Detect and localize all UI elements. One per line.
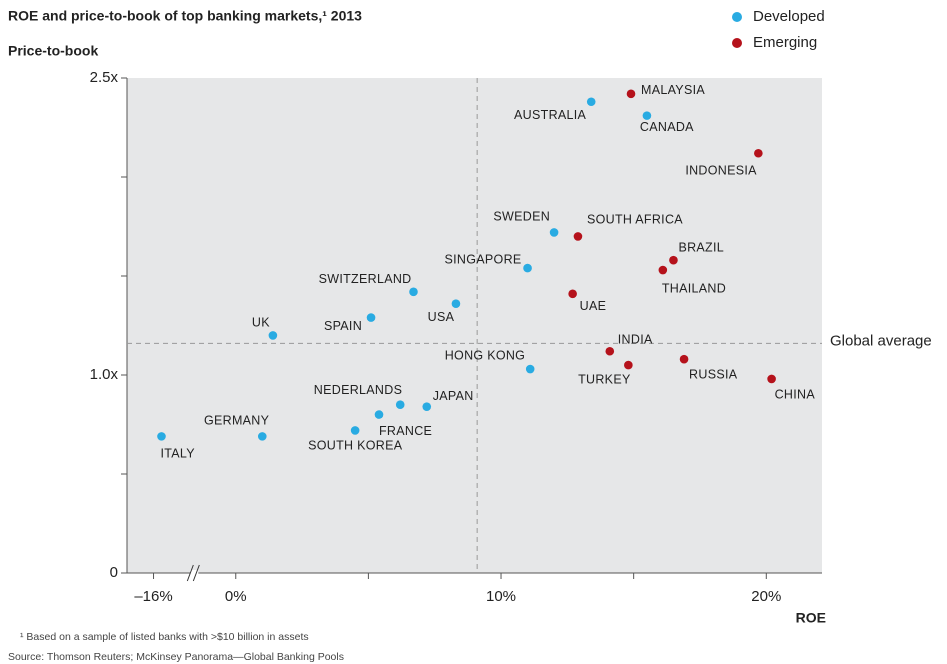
data-point bbox=[366, 313, 376, 322]
data-point bbox=[669, 255, 678, 265]
data-point bbox=[268, 331, 278, 340]
point-label: UAE bbox=[580, 299, 607, 313]
point-label: SOUTH KOREA bbox=[308, 439, 403, 453]
legend-marker bbox=[732, 12, 742, 22]
data-point bbox=[395, 400, 405, 410]
point-label: NEDERLANDS bbox=[314, 383, 402, 397]
point-label: BRAZIL bbox=[678, 240, 724, 254]
point-label: RUSSIA bbox=[689, 367, 738, 381]
point-label: SWEDEN bbox=[493, 210, 550, 224]
y-tick-label: 0 bbox=[110, 564, 118, 581]
point-label: MALAYSIA bbox=[641, 83, 705, 97]
point-label: CANADA bbox=[640, 120, 694, 134]
point-label: INDIA bbox=[618, 333, 653, 347]
global-average-label: Global average bbox=[830, 332, 932, 349]
data-point bbox=[568, 289, 577, 299]
axis-break bbox=[186, 564, 194, 582]
data-point bbox=[549, 228, 559, 237]
point-label: SINGAPORE bbox=[445, 252, 522, 266]
data-point bbox=[523, 263, 532, 273]
data-point bbox=[257, 432, 267, 441]
data-point bbox=[658, 265, 668, 275]
plot-area bbox=[127, 78, 822, 573]
axis-break-gap bbox=[190, 570, 199, 576]
data-point bbox=[422, 402, 432, 411]
point-label: SWITZERLAND bbox=[319, 272, 412, 286]
source: Source: Thomson Reuters; McKinsey Panora… bbox=[8, 651, 344, 663]
point-label: INDONESIA bbox=[685, 164, 757, 178]
data-point bbox=[451, 299, 461, 309]
point-label: USA bbox=[428, 310, 455, 324]
data-point bbox=[626, 89, 636, 99]
data-point bbox=[754, 148, 763, 158]
legend-label: Developed bbox=[753, 8, 825, 25]
x-tick-label: 20% bbox=[751, 588, 781, 605]
legend-label: Emerging bbox=[753, 34, 817, 51]
y-tick-label: 1.0x bbox=[90, 366, 119, 383]
x-tick-label: 10% bbox=[486, 588, 516, 605]
point-label: JAPAN bbox=[433, 389, 474, 403]
point-label: HONG KONG bbox=[445, 348, 525, 362]
x-axis-label: ROE bbox=[796, 610, 826, 626]
point-label: CHINA bbox=[775, 387, 816, 401]
y-tick-label: 2.5x bbox=[90, 69, 119, 86]
data-point bbox=[586, 97, 596, 107]
data-point bbox=[157, 432, 166, 441]
point-label: ITALY bbox=[160, 447, 195, 461]
point-label: TURKEY bbox=[578, 372, 631, 386]
data-point bbox=[679, 354, 689, 364]
point-label: AUSTRALIA bbox=[514, 108, 587, 122]
data-point bbox=[573, 232, 583, 241]
data-point bbox=[605, 346, 615, 356]
footnote: ¹ Based on a sample of listed banks with… bbox=[20, 631, 309, 643]
data-point bbox=[642, 111, 652, 120]
data-point bbox=[350, 426, 360, 435]
data-point bbox=[409, 287, 418, 297]
x-tick-label: 0% bbox=[225, 588, 247, 605]
point-label: SPAIN bbox=[324, 319, 362, 333]
chart-title: ROE and price-to-book of top banking mar… bbox=[8, 8, 362, 24]
legend-marker bbox=[732, 38, 742, 48]
data-point bbox=[374, 410, 384, 419]
point-label: SOUTH AFRICA bbox=[587, 213, 683, 227]
point-label: FRANCE bbox=[379, 424, 432, 438]
y-axis-label: Price-to-book bbox=[8, 43, 98, 59]
point-label: UK bbox=[252, 316, 270, 330]
point-label: GERMANY bbox=[204, 414, 270, 428]
data-point bbox=[767, 374, 776, 384]
point-label: THAILAND bbox=[662, 281, 726, 295]
data-point bbox=[624, 360, 633, 370]
axis-break bbox=[192, 564, 200, 582]
x-tick-label: –16% bbox=[134, 588, 172, 605]
data-point bbox=[525, 364, 535, 374]
